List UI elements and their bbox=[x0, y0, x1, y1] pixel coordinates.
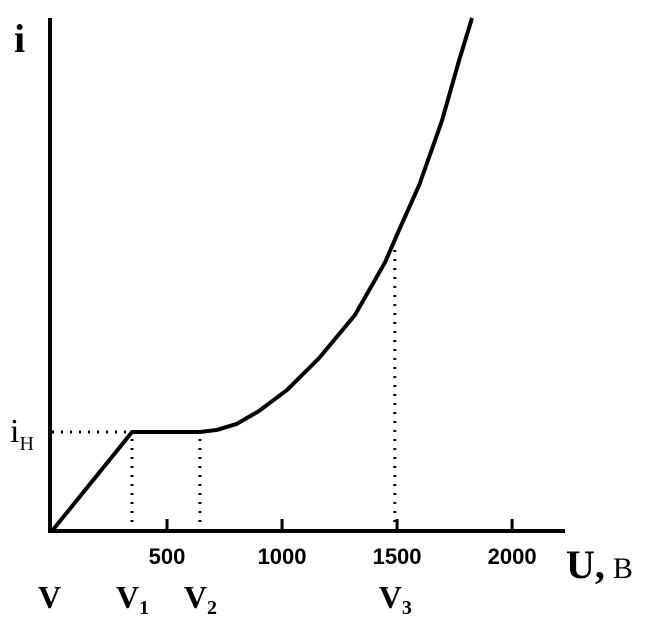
level-label-main: i bbox=[10, 413, 19, 450]
x-tick-label: 1000 bbox=[258, 544, 307, 569]
marker-label-sub: 1 bbox=[139, 597, 149, 619]
marker-label-sub: 2 bbox=[207, 597, 217, 619]
x-tick-label: 2000 bbox=[488, 544, 537, 569]
level-label-sub: Н bbox=[19, 433, 33, 455]
level-label: iН bbox=[10, 413, 34, 455]
marker-label-sub: 3 bbox=[402, 597, 412, 619]
marker-label: V3 bbox=[379, 579, 412, 619]
marker-label-main: V bbox=[184, 579, 207, 615]
x-axis-label: U, В bbox=[566, 542, 633, 587]
marker-label: V2 bbox=[184, 579, 217, 619]
marker-label: V1 bbox=[116, 579, 149, 619]
x-tick-label: 1500 bbox=[373, 544, 422, 569]
curve bbox=[50, 17, 474, 533]
y-axis-label: i bbox=[14, 16, 25, 61]
marker-label-main: V bbox=[379, 579, 402, 615]
x-tick-label: 500 bbox=[149, 544, 186, 569]
origin-label: V bbox=[38, 579, 61, 615]
marker-label-main: V bbox=[116, 579, 139, 615]
